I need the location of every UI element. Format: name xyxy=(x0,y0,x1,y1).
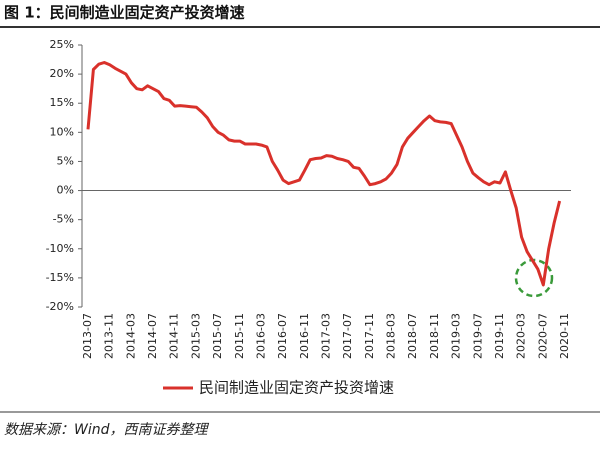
x-tick-label: 2015-11 xyxy=(233,313,246,359)
x-tick-label: 2017-07 xyxy=(341,313,354,359)
y-tick-label: -5% xyxy=(53,213,74,226)
y-tick-label: -20% xyxy=(46,300,74,313)
x-tick-label: 2013-11 xyxy=(103,313,116,359)
x-tick-label: 2019-03 xyxy=(450,313,463,359)
y-tick-label: -10% xyxy=(46,242,74,255)
legend-label: 民间制造业固定资产投资增速 xyxy=(199,379,394,397)
x-tick-label: 2016-03 xyxy=(254,313,267,359)
y-tick-label: 20% xyxy=(50,67,74,80)
y-tick-label: 15% xyxy=(50,96,74,109)
x-tick-label: 2015-03 xyxy=(189,313,202,359)
y-tick-label: 10% xyxy=(50,125,74,138)
x-tick-label: 2020-11 xyxy=(558,313,571,359)
chart-title: 图 1：民间制造业固定资产投资增速 xyxy=(4,4,245,22)
x-tick-label: 2016-11 xyxy=(298,313,311,359)
x-tick-label: 2015-07 xyxy=(211,313,224,359)
x-tick-label: 2018-03 xyxy=(385,313,398,359)
source-note: 数据来源：Wind，西南证券整理 xyxy=(4,422,209,438)
x-tick-label: 2017-11 xyxy=(363,313,376,359)
x-tick-label: 2020-03 xyxy=(515,313,528,359)
y-tick-label: 0% xyxy=(57,184,74,197)
series-line xyxy=(86,61,562,287)
x-tick-label: 2014-07 xyxy=(146,313,159,359)
x-tick-label: 2018-11 xyxy=(428,313,441,359)
x-tick-label: 2019-11 xyxy=(493,313,506,359)
y-tick-label: 5% xyxy=(57,154,74,167)
x-tick-label: 2016-07 xyxy=(276,313,289,359)
x-tick-label: 2013-07 xyxy=(81,313,94,359)
x-tick-label: 2019-07 xyxy=(471,313,484,359)
x-tick-label: 2020-07 xyxy=(536,313,549,359)
y-tick-label: 25% xyxy=(50,38,74,51)
x-tick-label: 2014-11 xyxy=(168,313,181,359)
x-tick-label: 2017-03 xyxy=(320,313,333,359)
x-tick-label: 2018-07 xyxy=(406,313,419,359)
x-tick-label: 2014-03 xyxy=(124,313,137,359)
y-tick-label: -15% xyxy=(46,271,74,284)
